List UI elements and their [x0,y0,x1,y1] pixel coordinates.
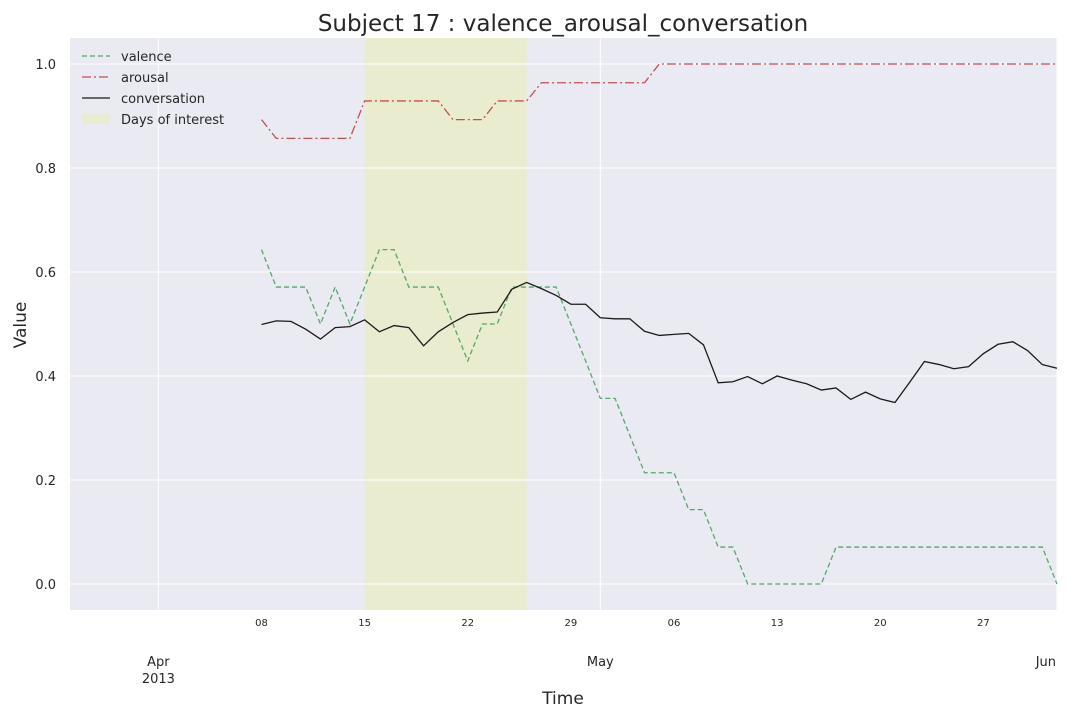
y-tick-label: 0.0 [35,578,56,593]
y-tick-label: 0.4 [35,370,56,385]
x-minor-tick-label: 06 [668,618,681,629]
legend-label: valence [121,50,172,65]
x-minor-tick-label: 20 [874,618,887,629]
highlight-days-of-interest [364,38,527,610]
plot-background [70,38,1057,610]
y-tick-label: 0.2 [35,474,56,489]
series-line-arousal [260,63,1057,140]
x-major-tick-label: Jun [1035,655,1056,670]
x-major-tick-label: May [587,655,614,670]
legend-swatch-days-of-interest [82,114,110,124]
x-axis-label: Time [541,689,584,709]
x-major-tick-label: Apr [147,655,170,670]
x-major-tick-sublabel: 2013 [142,672,175,687]
legend-label: conversation [121,92,205,107]
legend-label: arousal [121,71,169,86]
grid-layer [70,38,1058,610]
y-tick-label: 1.0 [35,58,56,73]
chart-title: Subject 17 : valence_arousal_conversatio… [318,11,808,37]
x-minor-tick-label: 15 [358,618,371,629]
x-minor-tick-label: 08 [255,618,268,629]
highlight-layer [364,38,527,610]
legend: valence arousal conversation Days of intere… [82,50,224,128]
y-tick-label: 0.6 [35,266,56,281]
y-axis-label: Value [11,302,31,349]
x-minor-tick-label: 29 [564,618,577,629]
legend-label: Days of interest [121,113,224,128]
ticks-layer: 0.0 0.2 0.4 0.6 0.8 1.0 08 15 22 29 06 13 20 27 Apr 201… [35,58,1056,687]
x-minor-tick-label: 27 [977,618,990,629]
x-minor-tick-label: 13 [771,618,784,629]
series-line-valence [260,248,1058,585]
y-tick-label: 0.8 [35,162,56,177]
series-line-conversation [261,281,1058,404]
x-minor-tick-label: 22 [461,618,474,629]
lines-layer [260,63,1058,585]
